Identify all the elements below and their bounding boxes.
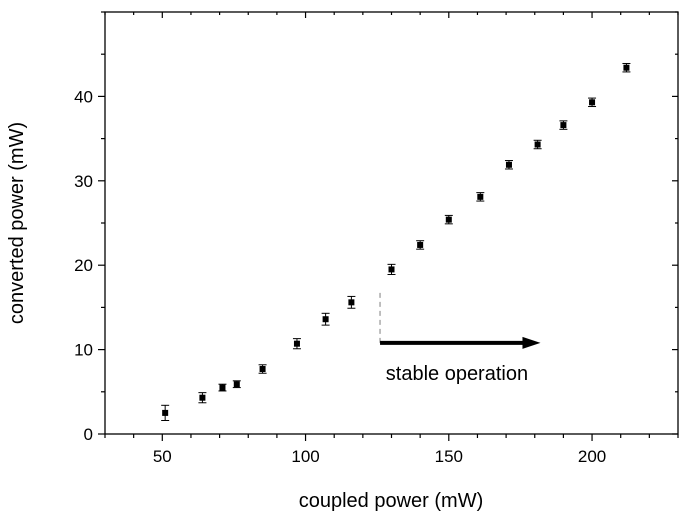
x-axis-label: coupled power (mW)	[299, 490, 484, 512]
data-point	[347, 295, 356, 309]
data-point	[444, 214, 453, 225]
data-marker	[162, 409, 169, 416]
data-marker	[233, 381, 240, 388]
data-point	[161, 404, 170, 421]
stable-operation-label: stable operation	[386, 363, 528, 385]
data-point	[198, 392, 207, 404]
data-point	[504, 160, 513, 170]
data-marker	[259, 366, 266, 373]
data-point	[533, 139, 542, 150]
data-marker	[348, 299, 355, 306]
data-marker	[322, 316, 329, 323]
data-point	[476, 192, 485, 202]
data-marker	[505, 161, 512, 168]
data-marker	[477, 193, 484, 200]
data-marker	[388, 266, 395, 273]
data-marker	[445, 216, 452, 223]
data-marker	[560, 122, 567, 129]
data-point	[416, 240, 425, 250]
data-point	[588, 97, 597, 108]
axis-ticks	[98, 11, 679, 441]
y-tick-label: 40	[74, 87, 93, 106]
x-tick-label: 200	[578, 447, 606, 466]
data-point	[622, 62, 631, 73]
y-axis-label: converted power (mW)	[6, 122, 28, 324]
annotations: stable operation	[379, 292, 541, 385]
data-marker	[589, 99, 596, 106]
x-tick-label: 100	[291, 447, 319, 466]
data-marker	[534, 141, 541, 148]
data-point	[232, 380, 241, 389]
y-tick-label: 30	[74, 172, 93, 191]
data-marker	[417, 241, 424, 248]
y-tick-label: 0	[84, 425, 93, 444]
tick-labels: 50 100 150 200 0 10 20 30 40	[74, 87, 606, 466]
data-point	[218, 383, 227, 392]
data-marker	[293, 340, 300, 347]
x-tick-label: 50	[153, 447, 172, 466]
data-point	[387, 263, 396, 275]
data-marker	[623, 64, 630, 71]
data-points	[161, 62, 631, 421]
y-tick-label: 10	[74, 341, 93, 360]
data-point	[559, 120, 568, 130]
data-marker	[199, 394, 206, 401]
x-tick-label: 150	[435, 447, 463, 466]
data-point	[321, 312, 330, 326]
data-point	[292, 338, 301, 350]
data-marker	[219, 384, 226, 391]
y-tick-label: 20	[74, 256, 93, 275]
arrow-head	[522, 336, 541, 349]
data-point	[258, 364, 267, 374]
